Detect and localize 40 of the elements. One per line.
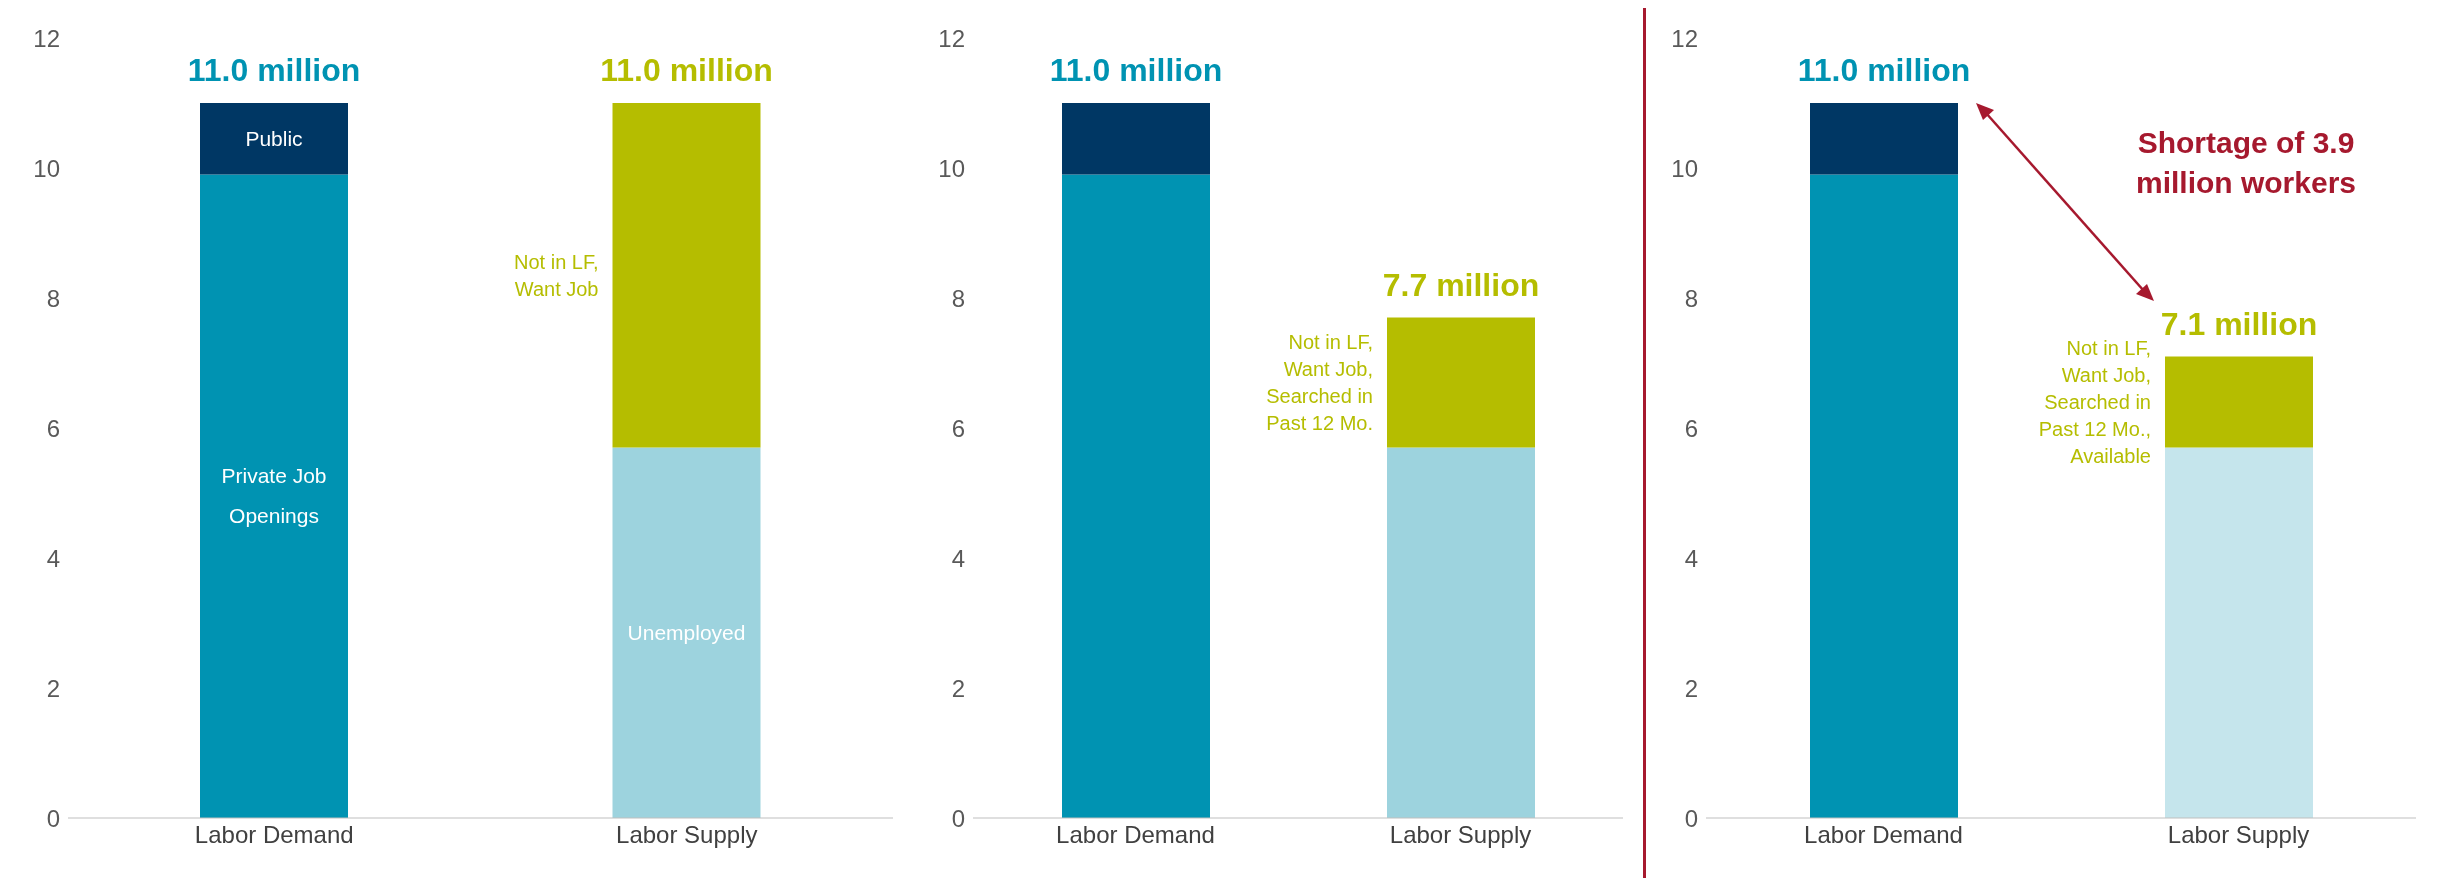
series-label: Unemployed: [627, 620, 746, 644]
total-label: 11.0 million: [600, 52, 773, 88]
y-tick-label: 12: [938, 24, 965, 52]
y-tick-label: 4: [951, 544, 965, 572]
y-tick-label: 0: [951, 804, 965, 832]
total-label: 11.0 million: [1049, 52, 1223, 88]
y-tick-label: 2: [46, 674, 60, 702]
y-tick-label: 8: [951, 284, 965, 312]
y-tick-label: 12: [33, 24, 60, 52]
x-tick-label: Labor Demand: [1056, 821, 1215, 849]
series-label: Not in LF, Want Job, Searched in Past 12 Mo., Available: [2038, 337, 2151, 467]
series-label: Public: [245, 126, 303, 150]
x-tick-label: Labor Supply: [2167, 821, 2310, 849]
y-tick-label: 6: [951, 414, 965, 442]
total-label: 11.0 million: [1797, 52, 1971, 88]
total-label: 11.0 million: [187, 52, 361, 88]
series-label: Not in LF, Want Job, Searched in Past 12 Mo.: [1266, 331, 1373, 434]
total-label: 7.1 million: [2160, 305, 2318, 342]
y-tick-label: 10: [1671, 154, 1698, 182]
y-tick-label: 4: [46, 544, 60, 572]
series-label: Not in LF, Want Job: [514, 250, 599, 300]
y-tick-label: 10: [938, 154, 965, 182]
annotation: Shortage of 3.9 million workers: [2134, 125, 2358, 201]
y-tick-label: 2: [1684, 674, 1698, 702]
x-tick-label: Labor Supply: [1389, 821, 1532, 849]
x-tick-label: Labor Demand: [1804, 821, 1963, 849]
y-tick-label: 8: [46, 284, 60, 312]
y-tick-label: 8: [1684, 284, 1698, 312]
series-label: Private Job Openings: [221, 464, 327, 528]
y-tick-label: 6: [1684, 414, 1698, 442]
y-tick-label: 6: [46, 414, 60, 442]
y-tick-label: 0: [1684, 804, 1698, 832]
y-tick-label: 10: [33, 154, 60, 182]
y-tick-label: 0: [46, 804, 60, 832]
x-tick-label: Labor Demand: [194, 821, 354, 849]
y-tick-label: 2: [951, 674, 965, 702]
y-tick-label: 12: [1671, 24, 1698, 52]
y-tick-label: 4: [1684, 544, 1698, 572]
total-label: 7.7 million: [1382, 266, 1540, 303]
x-tick-label: Labor Supply: [616, 821, 758, 849]
